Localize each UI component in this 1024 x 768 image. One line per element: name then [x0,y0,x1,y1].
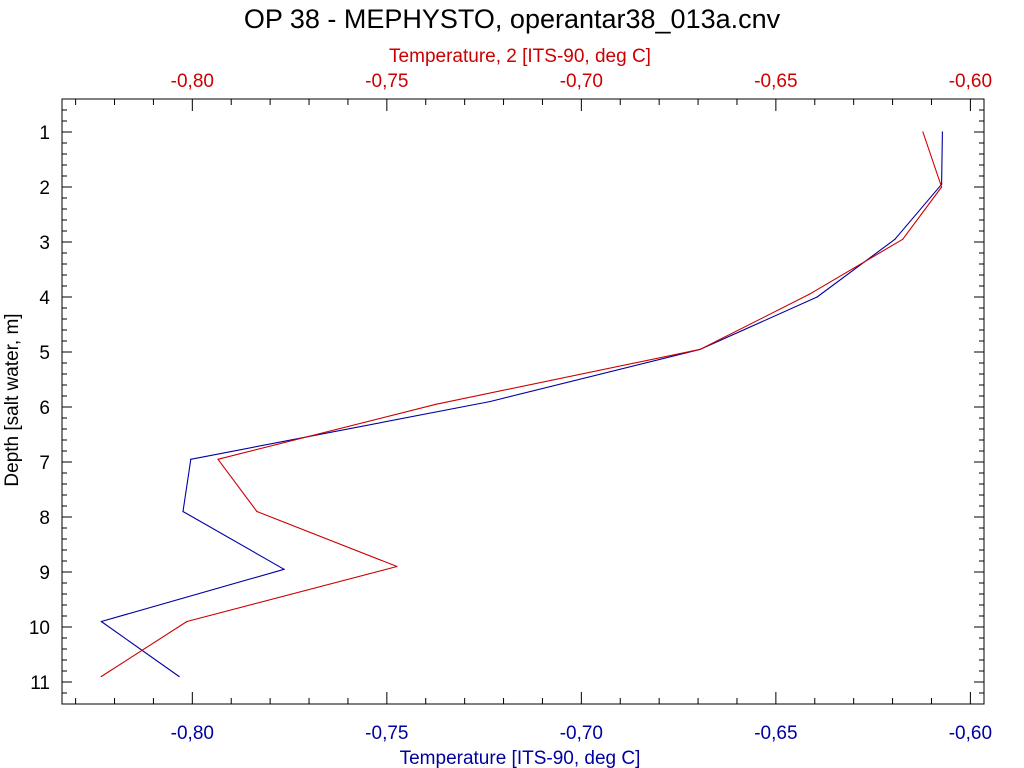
x-bottom-tick-label: -0,80 [171,723,214,744]
bottom-axis-title: Temperature [ITS-90, deg C] [400,748,641,768]
plot-frame [61,98,985,705]
ticks-layer: 1 2 3 4 5 6 7 8 9 10 11 -0,80 -0,75 -0,70 -0,65 -0,60 -0… [29,71,992,744]
temperature-data-point [283,568,285,570]
temperature-2-data-point [808,293,810,295]
temperature-data-point [182,510,184,513]
x-top-tick-label: -0,65 [754,71,797,92]
temperature-data-point [816,296,818,298]
y-tick-label: 7 [39,453,50,474]
y-tick-label: 9 [39,563,50,584]
temperature-2-data-point [396,565,398,568]
chart-title: OP 38 - MEPHYSTO, operantar38_013a.cnv [244,4,781,34]
temperature-data-point [941,131,943,133]
temperature-data-point [100,620,102,623]
x-bottom-tick-label: -0,75 [365,723,408,744]
y-tick-label: 10 [29,618,50,639]
temperature-data-point [190,458,192,460]
y-tick-label: 8 [39,508,50,529]
y-tick-label: 3 [39,233,50,254]
x-top-tick-label: -0,75 [365,71,408,92]
y-tick-label: 5 [39,343,50,364]
temperature-2-data-point [699,348,701,350]
temperature-data-point [489,400,491,403]
y-axis-title: Depth [salt water, m] [2,313,23,486]
x-bottom-tick-label: -0,60 [949,723,992,744]
top-axis-title: Temperature, 2 [ITS-90, deg C] [389,46,651,67]
y-tick-label: 4 [39,288,50,309]
temperature-data-point [894,238,896,240]
y-tick-label: 1 [39,123,50,144]
y-tick-label: 6 [39,398,50,419]
temperature-2-series-line [101,131,943,677]
temperature-data-point [178,675,180,678]
temperature-2-data-point [435,403,437,405]
temperature-series-line [100,131,943,677]
series-layer [100,131,943,678]
y-tick-label: 11 [30,673,50,694]
temperature-2-data-point [186,620,188,623]
temperature-2-data-point [100,675,102,678]
y-tick-label: 2 [39,178,50,199]
temperature-2-data-point [256,510,258,513]
x-top-tick-label: -0,70 [560,71,603,92]
x-bottom-tick-label: -0,70 [560,723,603,744]
x-top-tick-label: -0,60 [949,71,992,92]
temperature-2-data-point [902,238,904,240]
temperature-2-data-point [922,131,924,133]
x-bottom-tick-label: -0,65 [754,723,797,744]
x-top-tick-label: -0,80 [171,71,214,92]
temperature-2-data-point [217,458,219,460]
temperature-2-data-point [940,186,943,188]
